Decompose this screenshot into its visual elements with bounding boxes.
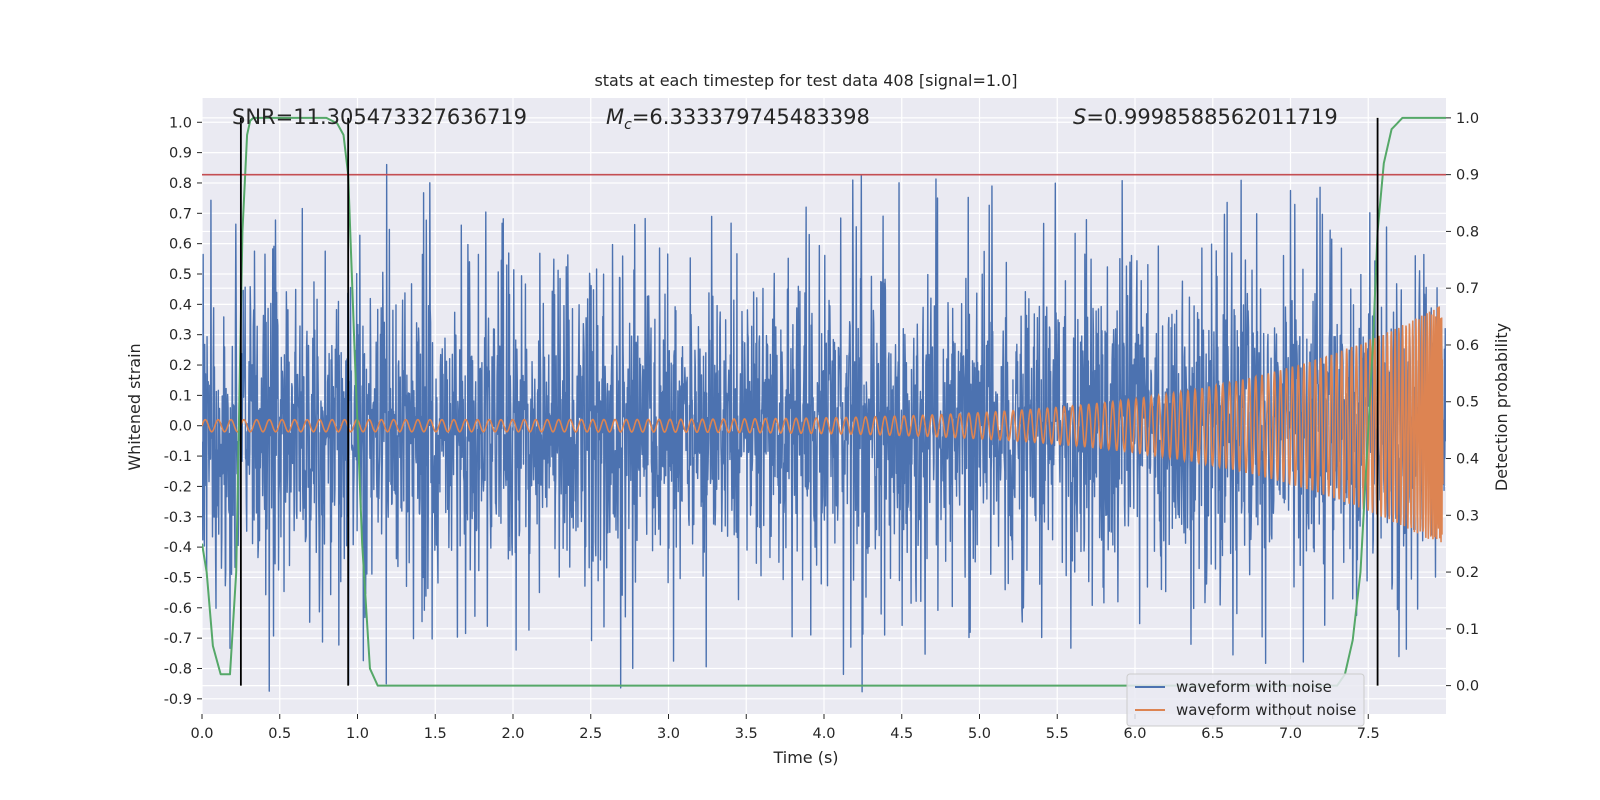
- y-right-tick-label: 0.8: [1456, 224, 1479, 240]
- x-tick-label: 1.0: [346, 726, 369, 742]
- y-tick-label: 0.2: [169, 358, 192, 374]
- legend-entry-noisy: waveform with noise: [1176, 678, 1332, 696]
- y-tick-label: -0.5: [164, 570, 192, 586]
- x-tick-label: 2.0: [501, 726, 524, 742]
- y-right-tick-label: 0.2: [1456, 565, 1479, 581]
- y-tick-label: -0.7: [164, 631, 192, 647]
- detection-score-symbol: S: [1073, 105, 1086, 129]
- y-tick-label: 0.6: [169, 237, 192, 253]
- chirp-mass-annotation: Mc=6.333379745483398: [606, 105, 870, 133]
- chirp-mass-value: =6.333379745483398: [632, 105, 870, 129]
- y-right-tick-label: 0.1: [1456, 622, 1479, 638]
- y-tick-label: 0.0: [169, 419, 192, 435]
- x-axis-ticks: 0.0 0.5 1.0 1.5 2.0 2.5 3.0 3.5 4.0 4.5 5.0 5.5 6.0 6…: [190, 714, 1380, 742]
- snr-annotation: SNR=11.305473327636719: [232, 105, 527, 129]
- series-waveform-without-noise: [202, 306, 1444, 543]
- x-tick-label: 4.5: [890, 726, 913, 742]
- x-tick-label: 7.5: [1357, 726, 1380, 742]
- y-tick-label: -0.2: [164, 479, 192, 495]
- y-right-tick-label: 0.7: [1456, 281, 1479, 297]
- y-right-tick-label: 0.0: [1456, 679, 1479, 695]
- x-tick-label: 3.0: [657, 726, 680, 742]
- x-tick-label: 0.5: [268, 726, 291, 742]
- chirp-mass-subscript: c: [624, 117, 632, 133]
- y-tick-label: -0.1: [164, 449, 192, 465]
- y-tick-label: 1.0: [169, 115, 192, 131]
- y-tick-label: 0.4: [169, 297, 192, 313]
- detection-score-annotation: S=0.9998588562011719: [1073, 105, 1338, 129]
- legend-entry-clean: waveform without noise: [1176, 701, 1356, 719]
- chart-title: stats at each timestep for test data 408…: [594, 71, 1017, 90]
- legend: waveform with noise waveform without noi…: [1126, 673, 1365, 727]
- data-layer: [202, 116, 1446, 693]
- x-tick-label: 5.0: [968, 726, 991, 742]
- chirp-mass-symbol: M: [606, 105, 624, 129]
- y-tick-label: 0.8: [169, 176, 192, 192]
- y-axis-right-label: Detection probability: [1492, 323, 1511, 491]
- y-tick-label: -0.9: [164, 692, 192, 708]
- x-tick-label: 6.0: [1123, 726, 1146, 742]
- x-tick-label: 5.5: [1046, 726, 1069, 742]
- y-tick-label: -0.6: [164, 601, 192, 617]
- y-right-tick-label: 0.5: [1456, 395, 1479, 411]
- x-tick-label: 0.0: [190, 726, 213, 742]
- detection-score-value: =0.9998588562011719: [1086, 105, 1337, 129]
- y-tick-label: 0.9: [169, 146, 192, 162]
- y-axis-label: Whitened strain: [125, 343, 144, 470]
- x-tick-label: 1.5: [424, 726, 447, 742]
- y-axis-ticks: 1.0 0.9 0.8 0.7 0.6 0.5 0.4 0.3 0.2 0.1 0.0 -0.1 -0.…: [164, 115, 202, 708]
- x-tick-label: 6.5: [1201, 726, 1224, 742]
- x-tick-label: 4.0: [812, 726, 835, 742]
- y-tick-label: 0.7: [169, 206, 192, 222]
- y-right-tick-label: 0.9: [1456, 168, 1479, 184]
- y-right-tick-label: 0.3: [1456, 508, 1479, 524]
- y-tick-label: 0.1: [169, 388, 192, 404]
- y-tick-label: 0.3: [169, 328, 192, 344]
- y-tick-label: -0.4: [164, 540, 192, 556]
- y-tick-label: -0.3: [164, 510, 192, 526]
- y-right-tick-label: 0.6: [1456, 338, 1479, 354]
- y-tick-label: 0.5: [169, 267, 192, 283]
- y-right-tick-label: 0.4: [1456, 452, 1479, 468]
- y-axis-right-ticks: 1.0 0.9 0.8 0.7 0.6 0.5 0.4 0.3 0.2 0.1 0.0: [1446, 111, 1479, 695]
- x-axis-label: Time (s): [772, 748, 838, 767]
- y-right-tick-label: 1.0: [1456, 111, 1479, 127]
- x-tick-label: 2.5: [579, 726, 602, 742]
- y-tick-label: -0.8: [164, 661, 192, 677]
- x-tick-label: 7.0: [1279, 726, 1302, 742]
- legend-box: [1126, 673, 1365, 727]
- x-tick-label: 3.5: [735, 726, 758, 742]
